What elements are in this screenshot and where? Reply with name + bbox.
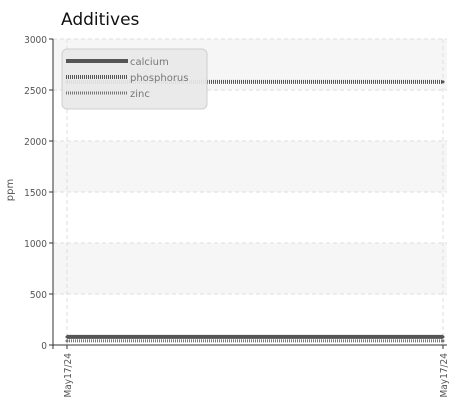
chart-title: Additives [61, 10, 140, 30]
grid-band [53, 141, 447, 192]
legend-label-zinc: zinc [130, 89, 150, 100]
legend: calcium phosphorus zinc [61, 48, 208, 110]
legend-label-calcium: calcium [130, 57, 169, 68]
x-tick-label: May17/24 [63, 353, 74, 398]
y-tick-label: 2000 [24, 137, 47, 148]
y-axis-label: ppm [5, 179, 16, 201]
y-tick-label: 2500 [24, 86, 47, 97]
grid-band [53, 243, 447, 294]
data-point-zinc [65, 339, 69, 343]
y-tick-label: 1500 [24, 188, 47, 199]
legend-label-phosphorus: phosphorus [130, 73, 188, 84]
y-tick-label: 3000 [24, 35, 47, 46]
y-tick-label: 500 [30, 290, 47, 301]
data-point-zinc [441, 339, 445, 343]
data-point-phosphorus [441, 80, 445, 84]
y-tick-label: 1000 [24, 239, 47, 250]
data-point-calcium [441, 335, 445, 339]
data-point-calcium [65, 335, 69, 339]
x-tick-label: May17/24 [439, 353, 450, 398]
y-tick-label: 0 [41, 341, 47, 352]
